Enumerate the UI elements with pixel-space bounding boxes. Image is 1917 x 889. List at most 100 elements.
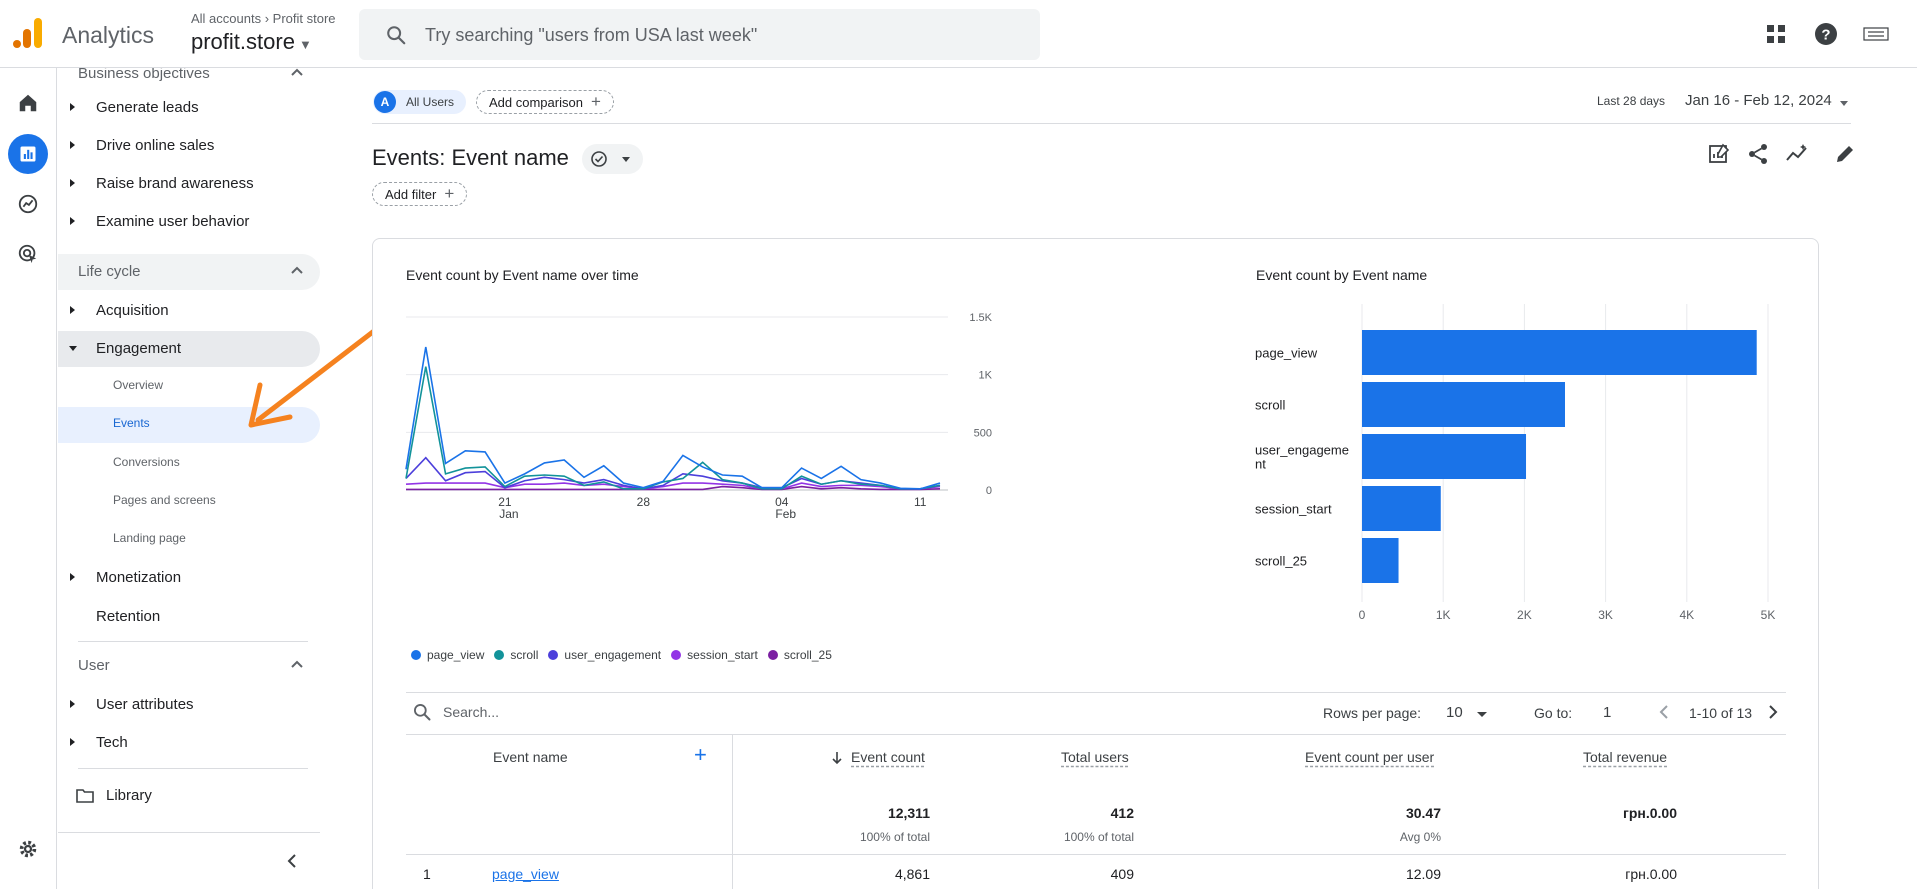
event-name-link[interactable]: page_view bbox=[492, 866, 559, 882]
nav-acquisition[interactable]: Acquisition bbox=[58, 293, 320, 329]
x-tick-label: 0 bbox=[1359, 608, 1366, 622]
plus-icon: + bbox=[590, 92, 601, 111]
explore-button[interactable] bbox=[8, 184, 48, 224]
total-revenue-value: грн.0.00 bbox=[1623, 805, 1677, 821]
nav-library[interactable]: Library bbox=[58, 778, 320, 814]
add-comparison-button[interactable]: Add comparison + bbox=[476, 90, 614, 114]
report-status-dropdown[interactable] bbox=[582, 144, 643, 174]
nav-raise-brand-awareness[interactable]: Raise brand awareness bbox=[58, 166, 320, 202]
nav-conversions[interactable]: Conversions bbox=[58, 446, 320, 482]
share-icon[interactable] bbox=[1746, 142, 1770, 166]
series-line-session_start bbox=[405, 482, 941, 490]
legend-item-scroll[interactable]: scroll bbox=[494, 648, 538, 662]
collapse-arrow-icon bbox=[69, 346, 77, 351]
column-header-event-name[interactable]: Event name bbox=[493, 749, 568, 765]
section-business-objectives[interactable]: Business objectives bbox=[58, 68, 320, 92]
home-button[interactable] bbox=[8, 83, 48, 123]
property-selector[interactable]: profit.store ▼ bbox=[191, 29, 312, 55]
add-dimension-plus-icon[interactable]: + bbox=[694, 742, 707, 767]
home-icon bbox=[19, 94, 37, 112]
add-filter-button[interactable]: Add filter + bbox=[372, 182, 468, 206]
y-tick-label: 1K bbox=[979, 370, 993, 382]
breadcrumb-property[interactable]: Profit store bbox=[272, 11, 336, 26]
chevron-left-icon[interactable] bbox=[1656, 704, 1672, 720]
table-column-divider bbox=[732, 734, 733, 889]
nav-label: Drive online sales bbox=[96, 137, 215, 154]
total-event-count-sub: 100% of total bbox=[859, 830, 930, 844]
account-avatar-icon[interactable] bbox=[1862, 20, 1890, 48]
legend-dot-icon bbox=[411, 650, 421, 660]
rows-per-page-select[interactable]: 10 bbox=[1446, 704, 1463, 721]
legend-dot-icon bbox=[767, 650, 778, 660]
chevron-up-icon bbox=[291, 68, 303, 76]
row-total-revenue: грн.0.00 bbox=[1625, 866, 1677, 882]
advertising-button[interactable] bbox=[8, 234, 48, 274]
goto-page-input[interactable]: 1 bbox=[1603, 704, 1612, 721]
advertising-icon bbox=[18, 244, 37, 264]
section-life-cycle[interactable]: Life cycle bbox=[58, 254, 320, 290]
nav-label: Generate leads bbox=[96, 99, 199, 116]
line-chart-legend: page_view scroll user_engagement session_st… bbox=[411, 648, 842, 662]
segment-chip[interactable]: A All Users bbox=[373, 90, 467, 114]
nav-generate-leads[interactable]: Generate leads bbox=[58, 90, 320, 126]
table-search-input[interactable] bbox=[443, 704, 743, 720]
search-bar[interactable] bbox=[359, 9, 1040, 60]
edit-pencil-icon[interactable] bbox=[1833, 142, 1857, 166]
reports-button[interactable] bbox=[8, 134, 48, 174]
product-name: Analytics bbox=[62, 22, 155, 48]
analytics-logo-icon[interactable] bbox=[12, 16, 44, 50]
nav-label: Acquisition bbox=[96, 302, 169, 319]
nav-overview[interactable]: Overview bbox=[58, 369, 320, 405]
caret-down-icon[interactable] bbox=[1477, 712, 1487, 717]
nav-tech[interactable]: Tech bbox=[58, 725, 320, 761]
date-range-picker[interactable]: Jan 16 - Feb 12, 2024 bbox=[1685, 92, 1832, 109]
search-icon bbox=[414, 704, 431, 721]
row-total-users: 409 bbox=[1110, 866, 1134, 882]
apps-grid-icon[interactable] bbox=[1762, 20, 1790, 48]
nav-label: Pages and screens bbox=[113, 493, 216, 507]
bar-label: nt bbox=[1255, 457, 1266, 472]
column-header-event-count-per-user[interactable]: Event count per user bbox=[1305, 749, 1435, 765]
account-breadcrumb[interactable]: All accounts › Profit store bbox=[191, 11, 336, 26]
nav-landing-page[interactable]: Landing page bbox=[58, 522, 320, 558]
section-label: Business objectives bbox=[78, 68, 210, 82]
legend-item-session_start[interactable]: session_start bbox=[671, 648, 758, 662]
customize-report-icon[interactable] bbox=[1707, 142, 1731, 166]
section-divider bbox=[78, 768, 308, 769]
nav-examine-user-behavior[interactable]: Examine user behavior bbox=[58, 204, 320, 240]
nav-events[interactable]: Events bbox=[58, 407, 320, 443]
nav-drive-online-sales[interactable]: Drive online sales bbox=[58, 128, 320, 164]
admin-settings-button[interactable] bbox=[8, 829, 48, 869]
chevron-right-icon[interactable] bbox=[1765, 704, 1781, 720]
nav-engagement[interactable]: Engagement bbox=[58, 331, 320, 367]
nav-label: Library bbox=[106, 787, 152, 804]
search-input[interactable] bbox=[425, 21, 1005, 49]
explore-icon bbox=[18, 194, 38, 214]
caret-down-icon[interactable] bbox=[1840, 101, 1848, 106]
legend-item-scroll_25[interactable]: scroll_25 bbox=[767, 648, 832, 662]
nav-monetization[interactable]: Monetization bbox=[58, 560, 320, 596]
x-tick-label: 04 bbox=[775, 495, 789, 509]
nav-user-attributes[interactable]: User attributes bbox=[58, 687, 320, 723]
help-icon[interactable]: ? bbox=[1812, 20, 1840, 48]
section-user[interactable]: User bbox=[58, 648, 320, 684]
legend-item-page_view[interactable]: page_view bbox=[411, 648, 484, 662]
legend-item-user_engagement[interactable]: user_engagement bbox=[548, 648, 661, 662]
column-header-total-users[interactable]: Total users bbox=[1061, 749, 1129, 765]
sort-arrow-down-icon[interactable] bbox=[830, 750, 844, 766]
plus-icon: + bbox=[444, 184, 455, 203]
expand-arrow-icon bbox=[70, 573, 75, 581]
column-header-total-revenue[interactable]: Total revenue bbox=[1583, 749, 1668, 765]
nav-label: Landing page bbox=[113, 531, 186, 545]
breadcrumb-account[interactable]: All accounts bbox=[191, 11, 262, 26]
legend-label: user_engagement bbox=[564, 648, 662, 662]
collapse-sidebar-icon[interactable] bbox=[284, 853, 300, 869]
expand-arrow-icon bbox=[70, 738, 75, 746]
column-header-event-count[interactable]: Event count bbox=[851, 749, 925, 765]
bar-page_view bbox=[1362, 330, 1757, 375]
nav-pages-and-screens[interactable]: Pages and screens bbox=[58, 484, 320, 520]
insights-icon[interactable] bbox=[1785, 142, 1809, 166]
nav-retention[interactable]: Retention bbox=[58, 599, 320, 635]
